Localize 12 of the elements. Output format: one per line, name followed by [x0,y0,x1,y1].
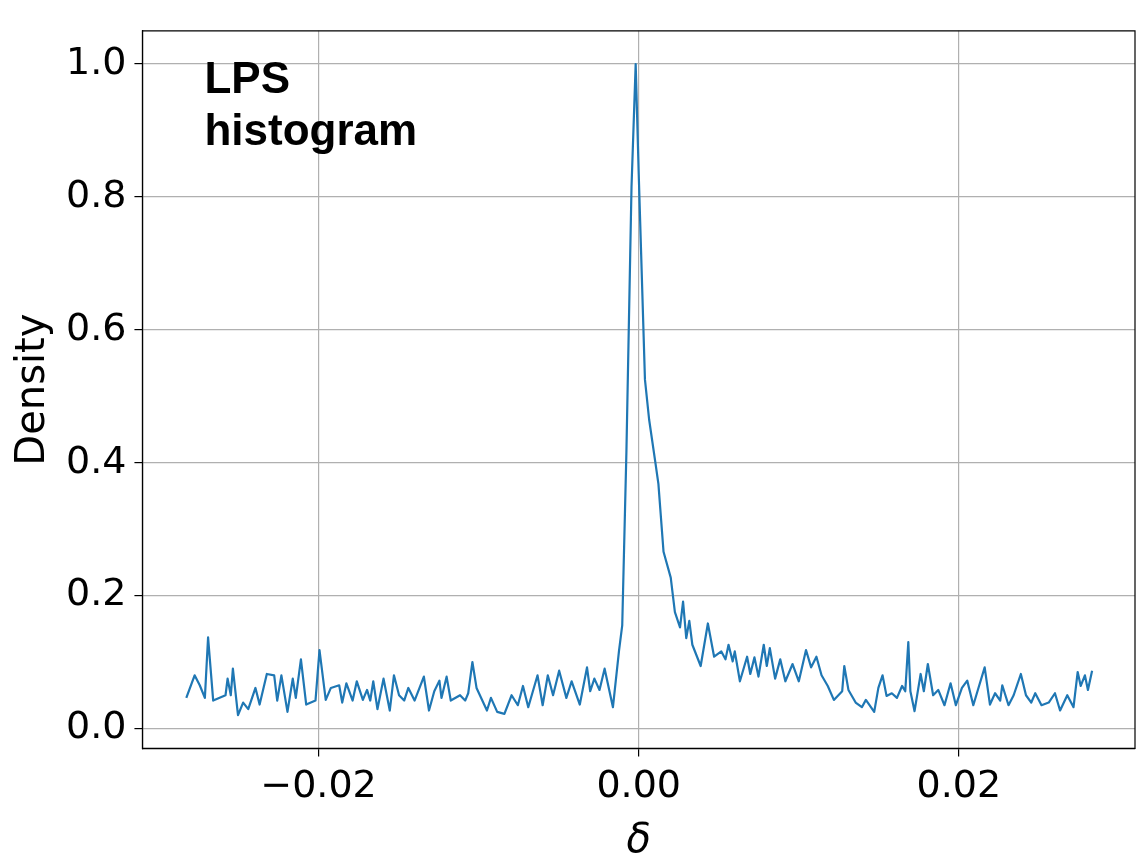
x-axis-title: δ [626,815,651,862]
annotation: LPS histogram [204,52,418,154]
y-axis-title: Density [7,313,54,466]
x-tick-label: 0.02 [916,762,1002,807]
y-tick-label: 0.4 [66,437,127,482]
y-tick-label: 1.0 [66,38,127,83]
y-tick-label: 0.0 [66,703,127,748]
x-tick-label: −0.02 [260,762,377,807]
y-tick-label: 0.8 [66,171,127,216]
y-tick-label: 0.2 [66,570,127,615]
y-tick-label: 0.6 [66,304,127,349]
x-tick-label: 0.00 [596,762,682,807]
